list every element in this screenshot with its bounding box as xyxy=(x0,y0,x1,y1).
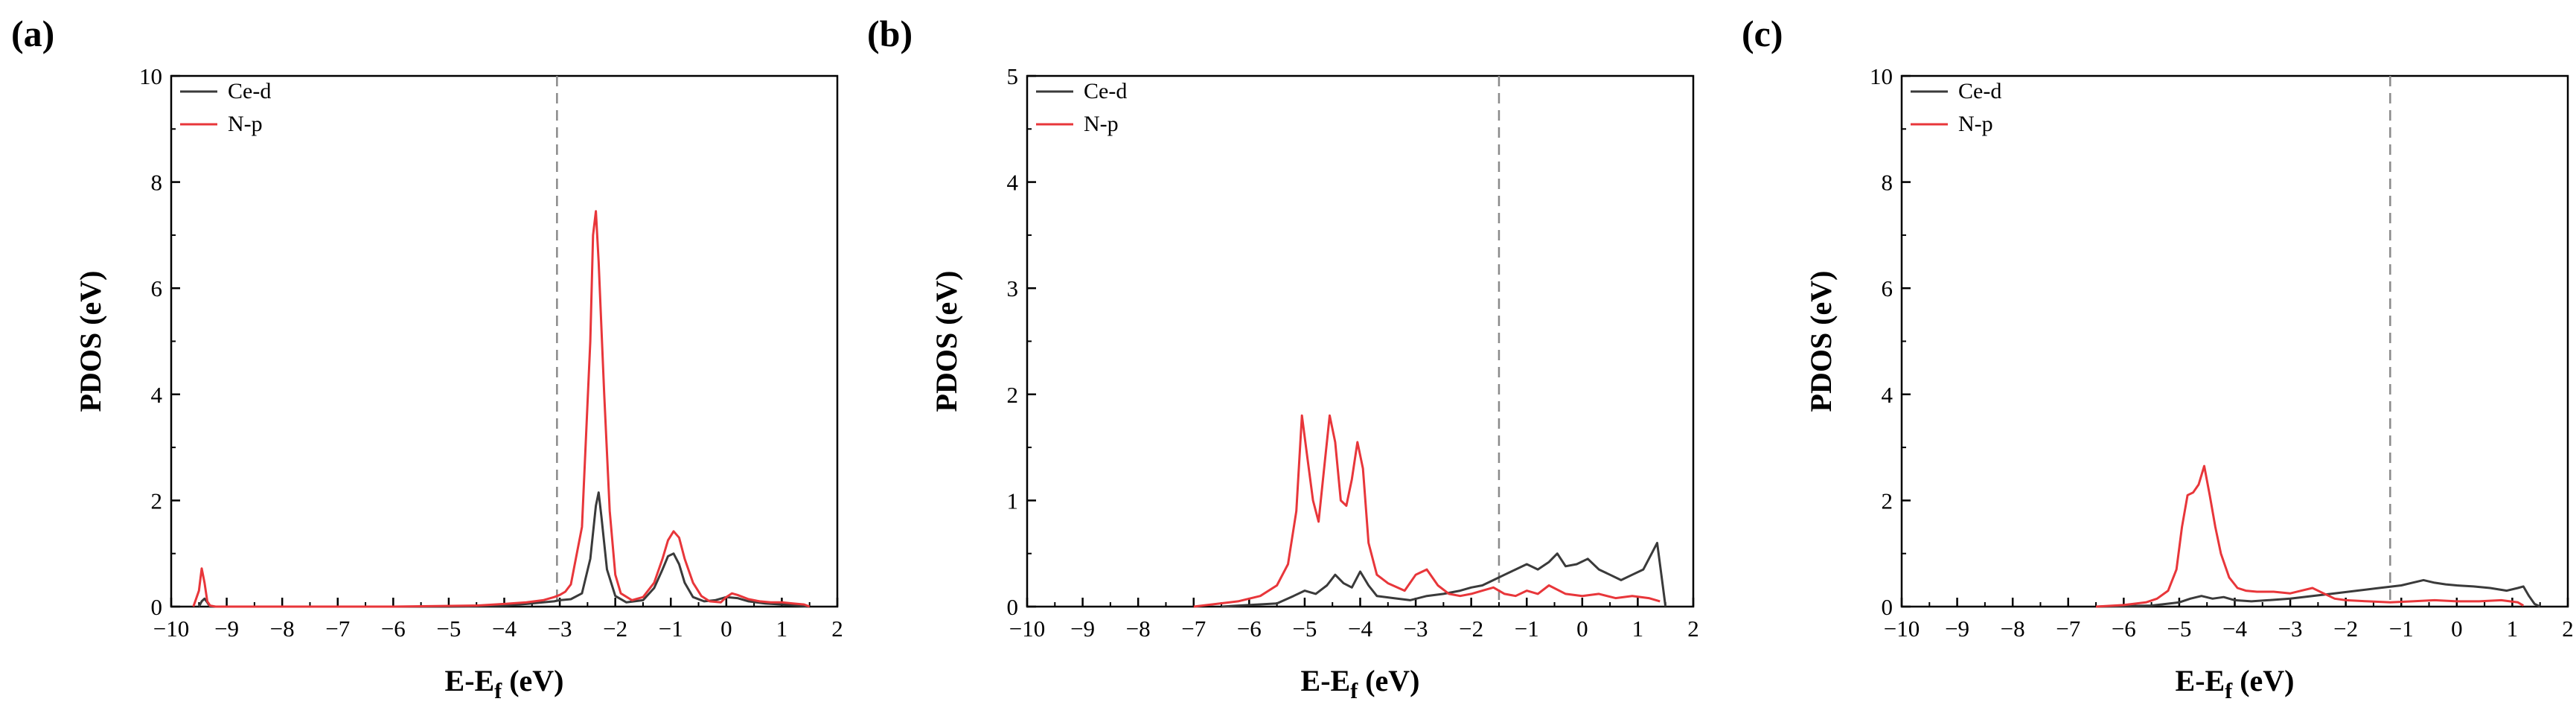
x-tick-label: −6 xyxy=(2112,616,2136,642)
x-tick-label: −5 xyxy=(2167,616,2191,642)
panel-label: (b) xyxy=(867,13,913,54)
panel-a: −10 −9 −8 −7 −6 −5 −4 −3 −2 −1 0 1 20246810Ce-dN-p(a… xyxy=(11,13,843,703)
x-tick-label: −1 xyxy=(1515,616,1539,642)
y-tick-label: 1 xyxy=(1007,488,1019,514)
x-tick-label: −2 xyxy=(1459,616,1483,642)
x-tick-label: −5 xyxy=(436,616,461,642)
x-tick-label: −6 xyxy=(1237,616,1262,642)
legend-label: N-p xyxy=(1084,112,1119,136)
x-tick-label: 2 xyxy=(831,616,843,642)
x-tick-label: −10 xyxy=(153,616,189,642)
x-axis-label-main: E-E xyxy=(1301,664,1351,697)
y-tick-label: 3 xyxy=(1007,275,1019,301)
x-axis-label-main: E-E xyxy=(445,664,495,697)
y-axis-label: PDOS (eV) xyxy=(1804,271,1838,412)
x-tick-label: −9 xyxy=(1945,616,1969,642)
x-tick-label: 1 xyxy=(2507,616,2519,642)
x-tick-label: −8 xyxy=(1126,616,1151,642)
y-tick-label: 2 xyxy=(1007,382,1019,408)
y-tick-label: 8 xyxy=(1882,170,1893,196)
x-tick-label: 0 xyxy=(2451,616,2463,642)
legend-label: Ce-d xyxy=(1084,79,1127,103)
x-tick-label: −3 xyxy=(2278,616,2303,642)
y-axis-label: PDOS (eV) xyxy=(74,271,107,412)
x-tick-label: −3 xyxy=(1404,616,1428,642)
y-tick-label: 0 xyxy=(1007,594,1019,620)
series-line-ce-d xyxy=(1221,541,1667,608)
series-line-n-p xyxy=(2095,464,2525,608)
x-axis-label: E-Ef (eV) xyxy=(1301,664,1420,703)
x-tick-label: −9 xyxy=(1070,616,1095,642)
panel-label: (c) xyxy=(1742,13,1783,54)
x-tick-label: −3 xyxy=(548,616,572,642)
panel-b: −10 −9 −8 −7 −6 −5 −4 −3 −2 −1 0 1 2012345Ce-dN-p(b)… xyxy=(867,13,1699,703)
y-tick-label: 6 xyxy=(1882,275,1893,301)
x-tick-label: −4 xyxy=(2222,616,2247,642)
series-line-n-p xyxy=(192,210,811,608)
x-tick-label: 1 xyxy=(776,616,788,642)
x-tick-label: −1 xyxy=(659,616,683,642)
x-axis-label: E-Ef (eV) xyxy=(445,664,564,703)
x-tick-label: −7 xyxy=(325,616,350,642)
x-tick-label: −2 xyxy=(603,616,627,642)
series-line-ce-d xyxy=(2095,578,2541,608)
y-tick-label: 4 xyxy=(151,382,163,408)
x-tick-label: 0 xyxy=(1576,616,1588,642)
plot-frame xyxy=(1900,74,2569,608)
y-tick-label: 10 xyxy=(1870,63,1893,89)
x-tick-label: −5 xyxy=(1292,616,1317,642)
plot-frame xyxy=(1026,74,1695,608)
y-tick-label: 10 xyxy=(139,63,162,89)
x-axis-label-main: E-E xyxy=(2176,664,2225,697)
panel-label: (a) xyxy=(11,13,54,54)
x-axis-label-sub: f xyxy=(1350,679,1358,703)
x-axis-label-unit: (eV) xyxy=(1365,664,1419,697)
series-line-ce-d xyxy=(197,491,810,608)
y-tick-label: 4 xyxy=(1007,170,1019,196)
x-tick-label: 2 xyxy=(1687,616,1699,642)
x-tick-label: −4 xyxy=(1348,616,1372,642)
series-line-n-p xyxy=(1193,414,1661,608)
x-tick-label: 1 xyxy=(1632,616,1644,642)
x-tick-label: 2 xyxy=(2562,616,2574,642)
y-tick-label: 2 xyxy=(151,488,163,514)
x-tick-label: −1 xyxy=(2389,616,2414,642)
y-axis-label: PDOS (eV) xyxy=(930,271,963,412)
panel-c: −10 −9 −8 −7 −6 −5 −4 −3 −2 −1 0 1 20246810Ce-dN-p(c… xyxy=(1742,13,2574,703)
x-axis-label-unit: (eV) xyxy=(2240,664,2294,697)
y-tick-label: 2 xyxy=(1882,488,1893,514)
x-tick-label: −10 xyxy=(1884,616,1920,642)
plot-frame xyxy=(170,74,839,608)
x-tick-label: −2 xyxy=(2333,616,2358,642)
y-tick-label: 8 xyxy=(151,170,163,196)
x-axis-label-unit: (eV) xyxy=(509,664,563,697)
x-tick-label: −10 xyxy=(1009,616,1045,642)
x-axis-label-sub: f xyxy=(494,679,502,703)
x-tick-label: −6 xyxy=(381,616,406,642)
x-axis-label: E-Ef (eV) xyxy=(2176,664,2295,703)
legend-label: N-p xyxy=(228,112,263,136)
legend-label: N-p xyxy=(1958,112,1993,136)
y-tick-label: 5 xyxy=(1007,63,1019,89)
x-tick-label: −7 xyxy=(2056,616,2080,642)
x-tick-label: −8 xyxy=(270,616,295,642)
x-axis-label-sub: f xyxy=(2225,679,2233,703)
y-tick-label: 0 xyxy=(1882,594,1893,620)
legend-label: Ce-d xyxy=(1958,79,2001,103)
legend-label: Ce-d xyxy=(228,79,271,103)
x-tick-label: −8 xyxy=(2001,616,2025,642)
x-tick-label: −7 xyxy=(1181,616,1206,642)
x-tick-label: 0 xyxy=(720,616,732,642)
y-tick-label: 6 xyxy=(151,275,163,301)
y-tick-label: 0 xyxy=(151,594,163,620)
x-tick-label: −9 xyxy=(214,616,239,642)
x-tick-label: −4 xyxy=(492,616,517,642)
y-tick-label: 4 xyxy=(1882,382,1893,408)
